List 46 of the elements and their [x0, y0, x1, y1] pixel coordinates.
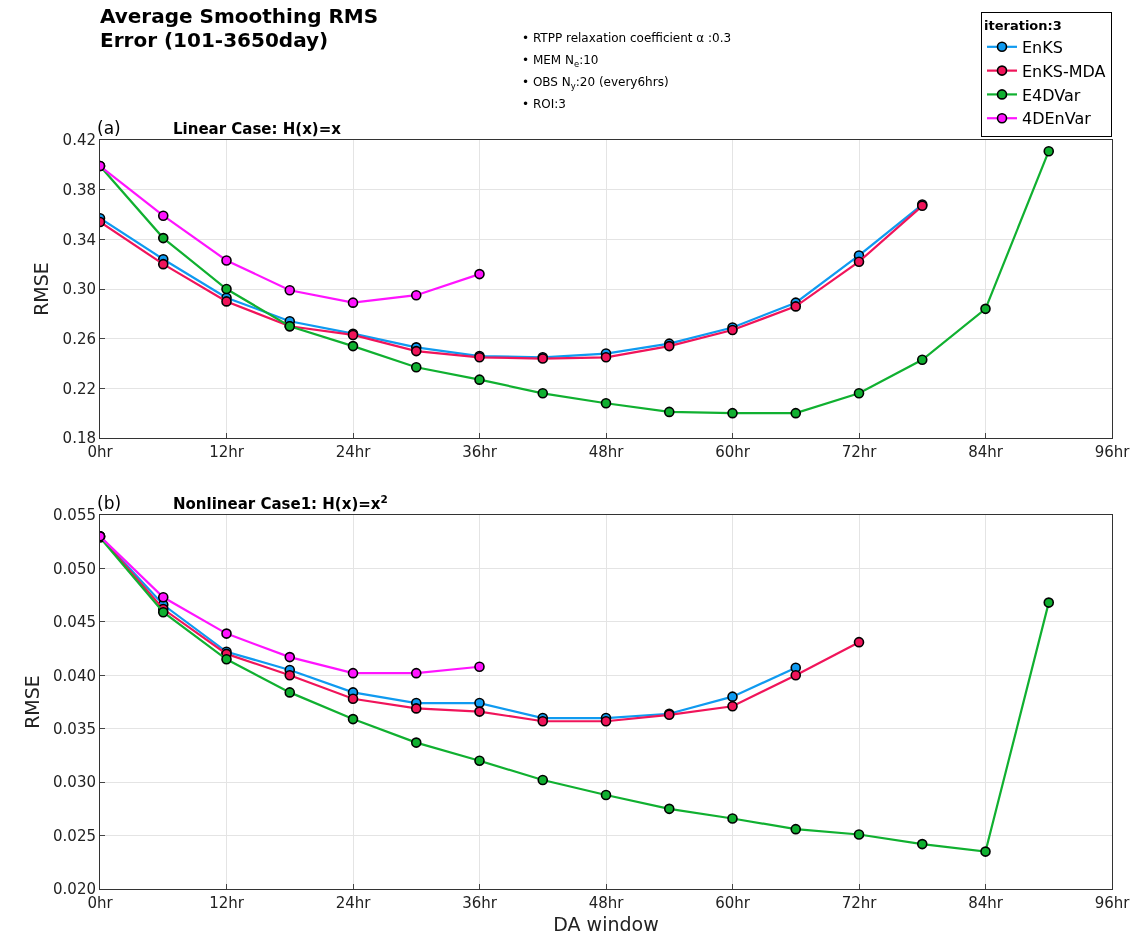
- y-tick-label: 0.050: [53, 559, 96, 578]
- y-tick-label: 0.22: [62, 379, 96, 398]
- x-tick-label: 24hr: [335, 894, 372, 912]
- x-tick-label: 84hr: [968, 443, 1004, 461]
- text: • RTPP relaxation coefficient α :0.3: [522, 31, 732, 45]
- y-tick-label: 0.030: [53, 773, 96, 792]
- text: • MEM N$_{e}$:10: [522, 53, 599, 69]
- x-tick-label: 60hr: [715, 894, 751, 912]
- y-tick-label: 0.035: [53, 719, 96, 738]
- y-tick-label: 0.26: [62, 329, 96, 348]
- y-axis-title: RMSE: [20, 675, 43, 729]
- y-tick-label: 0.045: [53, 613, 96, 632]
- y-tick-label: 0.34: [62, 230, 96, 249]
- text: • ROI:3: [522, 97, 566, 111]
- x-tick-label: 96hr: [1094, 894, 1131, 912]
- x-tick-label: 36hr: [462, 443, 498, 461]
- text: • OBS N$_{y}$:20 (every6hrs): [522, 75, 669, 91]
- x-tick-label: 12hr: [209, 894, 245, 912]
- text: (a): [97, 118, 121, 138]
- chart-title: Average Smoothing RMS Error (101-3650day): [100, 4, 380, 52]
- legend-label: EnKS: [1022, 38, 1063, 58]
- text: (b): [97, 493, 122, 513]
- x-tick-label: 36hr: [462, 894, 498, 912]
- y-axis-title: RMSE: [30, 262, 53, 316]
- y-tick-label: 0.38: [62, 180, 96, 199]
- legend-title: iteration:3: [984, 17, 1062, 33]
- y-tick-label: 0.42: [62, 131, 96, 150]
- x-tick-label: 48hr: [588, 894, 625, 912]
- x-tick-label: 72hr: [841, 894, 878, 912]
- y-tick-label: 0.055: [53, 506, 96, 525]
- x-tick-label: 60hr: [715, 443, 751, 461]
- y-tick-label: 0.30: [62, 280, 96, 299]
- legend-label: EnKS-MDA: [1022, 61, 1106, 81]
- y-tick-label: 0.025: [53, 826, 96, 845]
- chart-subtitle: Nonlinear Case1: H(x)=x$^{2}$: [173, 493, 388, 514]
- x-tick-label: 72hr: [841, 443, 878, 461]
- legend-label: E4DVar: [1022, 85, 1081, 105]
- chart-subtitle: Linear Case: H(x)=x: [173, 120, 342, 138]
- x-tick-label: 12hr: [209, 443, 245, 461]
- legend-label: 4DEnVar: [1022, 109, 1092, 129]
- x-tick-label: 24hr: [335, 443, 372, 461]
- y-tick-label: 0.040: [53, 666, 96, 685]
- x-axis-title: DA window: [553, 912, 659, 935]
- x-tick-label: 48hr: [588, 443, 625, 461]
- x-tick-label: 96hr: [1094, 443, 1131, 461]
- x-tick-label: 84hr: [968, 894, 1004, 912]
